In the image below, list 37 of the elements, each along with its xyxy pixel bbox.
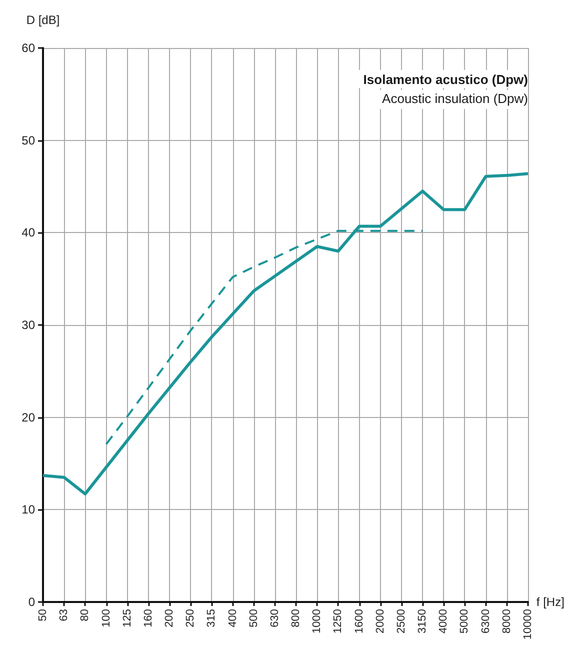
y-tick-label: 30 [22, 318, 36, 332]
x-tick-label: 500 [248, 609, 260, 628]
text: Isolamento acustico (Dpw) [363, 72, 528, 87]
line-series [105, 230, 424, 446]
x-tick-label: 80 [79, 609, 92, 622]
x-tick-label: 1600 [353, 609, 366, 634]
x-tick-label: 8000 [500, 609, 513, 634]
y-tick-label: 0 [28, 595, 36, 609]
x-tick-label: 1000 [311, 609, 324, 634]
x-tick-label: 200 [164, 609, 176, 628]
x-tick-label: 10000 [522, 609, 534, 640]
x-tick-label: 3150 [416, 609, 429, 634]
x-tick-label: 2500 [395, 609, 408, 634]
x-tick-label: 315 [206, 609, 218, 628]
x-tick-label: 6300 [480, 609, 492, 634]
x-tick-label: 125 [121, 609, 134, 628]
x-tick-label: 5000 [458, 609, 471, 634]
line-series [42, 172, 530, 496]
y-tick-label: 60 [22, 41, 36, 55]
text: Acoustic insulation (Dpw) [382, 91, 528, 106]
y-tick-label: 20 [22, 410, 36, 424]
x-tick-label: 160 [142, 609, 154, 628]
x-tick-label: 400 [226, 609, 239, 628]
x-tick-label: 4000 [438, 609, 450, 634]
y-tick-label: 50 [22, 133, 36, 148]
y-axis-title: D [dB] [26, 13, 60, 27]
x-tick-label: 800 [290, 609, 302, 628]
x-tick-label: 250 [184, 609, 197, 628]
x-tick-label: 1250 [332, 609, 344, 634]
y-tick-label: 10 [22, 502, 36, 517]
x-tick-label: 100 [100, 609, 112, 628]
x-axis-title: f [Hz] [536, 595, 564, 609]
x-tick-label: 630 [268, 609, 281, 628]
y-tick-label: 40 [22, 226, 36, 240]
x-tick-label: 50 [37, 609, 49, 622]
x-tick-label: 2000 [374, 609, 386, 634]
x-tick-label: 63 [58, 609, 70, 622]
